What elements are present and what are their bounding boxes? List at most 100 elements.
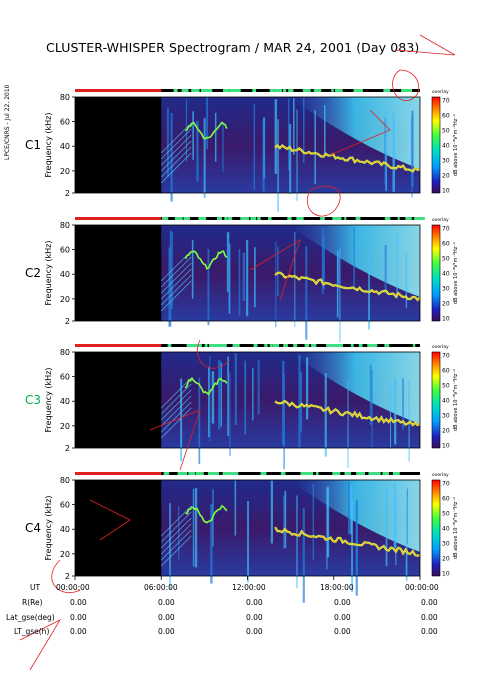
y-axis-label: Frequency (kHz) [44, 496, 53, 561]
striation [312, 484, 315, 560]
y-tick-label: 20 [60, 422, 70, 431]
mode-bar-mark [236, 344, 240, 347]
ephem-value: 0.00 [334, 598, 351, 607]
spectrogram-panel-c1: 80 60 40 20 2 Frequency (kHz)C1 70 60 50 40 30 20 10… [25, 89, 459, 212]
mode-bar-mark [272, 344, 279, 347]
mode-bar [75, 472, 420, 475]
panel-label-c3: C3 [25, 393, 41, 407]
striation [411, 116, 413, 198]
mode-bar-mark [220, 344, 227, 347]
striation [283, 495, 285, 549]
striation [192, 489, 194, 567]
colorbar-tick-label: 20 [442, 556, 450, 563]
colorbar-tick-label: 50 [442, 256, 450, 263]
striation [368, 238, 370, 330]
mode-bar-mark [217, 344, 221, 347]
mode-bar-mark [332, 472, 338, 475]
striation [168, 247, 171, 327]
whistler-trace [161, 505, 192, 537]
mode-bar-mark [375, 472, 381, 475]
colorbar-corner-label: overlay [432, 472, 449, 478]
striation [395, 494, 397, 565]
ut-label: UT [30, 583, 41, 592]
whistler-trace [161, 535, 192, 567]
mode-bar-mark [269, 89, 275, 92]
y-tick-label: 2 [65, 189, 70, 198]
mode-bar-mark [362, 472, 366, 475]
mode-bar [75, 89, 420, 92]
y-tick-label: 40 [60, 397, 70, 406]
mode-bar-mark [300, 472, 305, 475]
ephem-value: 0.00 [246, 613, 263, 622]
whistler-trace [161, 280, 192, 312]
mode-bar-mark [357, 89, 363, 92]
striation [353, 227, 355, 289]
striation [396, 231, 398, 299]
ephem-value: 0.00 [334, 627, 351, 636]
mode-bar-mark [241, 217, 247, 220]
colorbar-tick-label: 10 [442, 188, 450, 195]
whistler-trace [161, 262, 192, 294]
colorbar-tick-label: 70 [442, 226, 450, 233]
colorbar-tick-label: 60 [442, 368, 450, 375]
colorbar-tick-label: 70 [442, 481, 450, 488]
whistler-trace [161, 511, 192, 543]
mode-bar-mark [354, 89, 360, 92]
ephem-value: 0.00 [158, 613, 175, 622]
chart-title: CLUSTER-WHISPER Spectrogram / MAR 24, 20… [46, 40, 420, 55]
mode-bar-mark [257, 217, 261, 220]
striation [394, 378, 397, 445]
y-axis-label: Frequency (kHz) [44, 113, 53, 178]
striation [336, 251, 339, 318]
striation [227, 356, 230, 436]
mode-bar-mark [204, 344, 208, 347]
striation [371, 370, 373, 448]
mode-bar-mark [406, 217, 412, 220]
mode-bar-mark [173, 89, 178, 92]
whistler-trace [161, 140, 192, 172]
striation [192, 111, 194, 160]
mode-bar-mark [367, 344, 373, 347]
panel-label-c1: C1 [25, 138, 41, 152]
mode-bar-mark [227, 217, 233, 220]
striation [392, 113, 395, 192]
mode-bar-mark [201, 217, 207, 220]
colorbar-tick-label: 30 [442, 413, 450, 420]
whistler-trace [161, 134, 192, 166]
striation [324, 105, 326, 157]
y-tick-label: 20 [60, 295, 70, 304]
striation [246, 240, 249, 317]
striation [262, 119, 265, 192]
ephem-label-lat: Lat_gse(deg) [6, 613, 55, 622]
mode-bar-mark [296, 217, 302, 220]
striation [252, 367, 254, 421]
mode-bar-mark [163, 472, 167, 475]
mode-bar-mark [335, 89, 339, 92]
mode-bar-mark [358, 344, 363, 347]
emission-glow [288, 352, 420, 424]
colorbar-tick-label: 20 [442, 301, 450, 308]
mode-bar-off-segment [75, 472, 162, 475]
striation [220, 362, 222, 427]
mode-bar-mark [281, 472, 285, 475]
mode-bar-mark [198, 217, 202, 220]
mode-bar-mark [224, 217, 228, 220]
panel-label-c4: C4 [25, 521, 41, 535]
colorbar-label: dB above 10⁻⁸V²m⁻²Hz⁻¹ [453, 242, 459, 304]
striation [293, 98, 295, 155]
mode-bar-mark [334, 217, 342, 220]
ephem-value: 0.00 [70, 613, 87, 622]
mode-bar-mark [186, 344, 193, 347]
striation [228, 239, 230, 311]
striation [347, 379, 349, 468]
mode-bar-mark [260, 472, 267, 475]
striation [169, 230, 172, 327]
whistler-trace [161, 122, 192, 154]
y-tick-label: 40 [60, 525, 70, 534]
y-tick-label: 80 [60, 93, 70, 102]
colorbar-tick-label: 40 [442, 526, 450, 533]
whistler-trace [161, 152, 192, 184]
emission-trace [184, 376, 228, 396]
mode-bar-mark [368, 472, 371, 475]
mode-bar-mark [331, 344, 338, 347]
